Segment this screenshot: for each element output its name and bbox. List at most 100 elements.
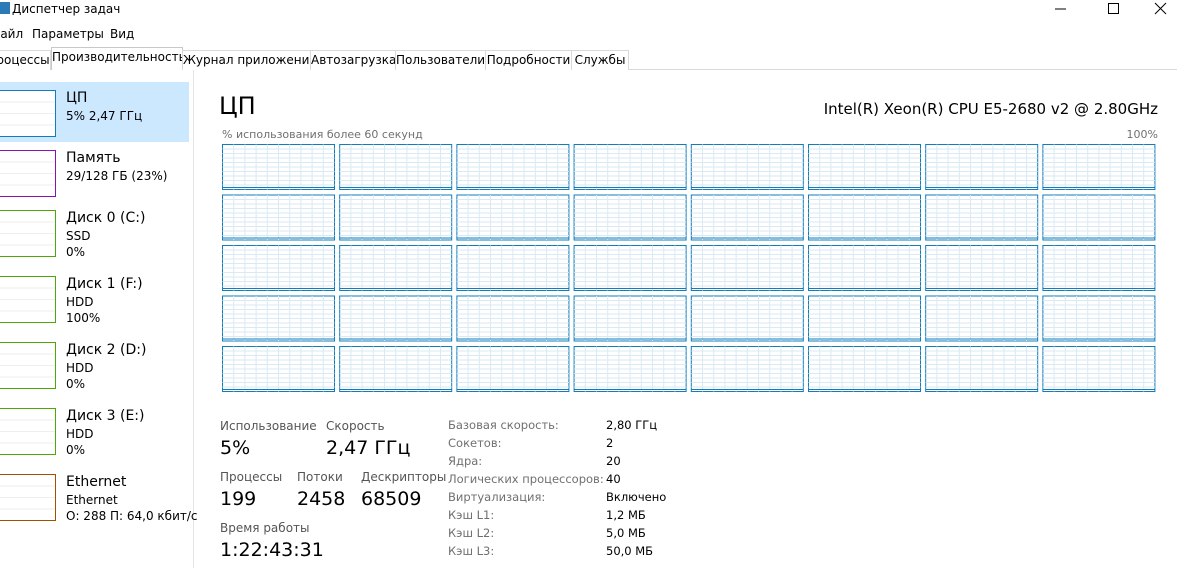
cpu-graph (456, 295, 570, 342)
detail-label: Кэш L3: (448, 544, 495, 558)
cpu-graph (925, 194, 1039, 241)
stat-value: 1:22:43:31 (220, 539, 324, 561)
sidebar-thumbnail (0, 276, 56, 323)
sidebar-name[interactable]: Диск 1 (F:) (66, 276, 143, 292)
cpu-graph (808, 346, 921, 392)
sidebar-line: 0% (66, 377, 86, 391)
cpu-graph (1042, 144, 1156, 190)
cpu-graph (456, 346, 570, 392)
sidebar-thumbnail (0, 342, 56, 389)
detail-value: 2 (606, 436, 614, 450)
cpu-graph (339, 295, 453, 342)
detail-label: Ядра: (448, 454, 483, 468)
stat-value: 2,47 ГГц (326, 437, 411, 459)
cpu-graph (808, 194, 921, 241)
cpu-graph (1042, 346, 1156, 392)
sidebar-name[interactable]: Диск 0 (C:) (66, 210, 146, 226)
sidebar-line: 100% (66, 311, 101, 325)
detail-label: Базовая скорость: (448, 418, 559, 432)
cpu-graph (573, 295, 687, 342)
graph-max: 100% (1126, 128, 1158, 141)
sidebar-name[interactable]: Ethernet (66, 474, 127, 490)
sidebar-thumbnail (0, 90, 56, 137)
cpu-graph (339, 245, 453, 291)
cpu-graph (456, 144, 570, 190)
stat-value: 2458 (297, 488, 346, 510)
cpu-graph (1042, 295, 1156, 342)
sidebar-name[interactable]: Память (66, 150, 121, 166)
sidebar-line: 0% (66, 443, 86, 457)
detail-label: Сокетов: (448, 436, 502, 450)
stat-value: 68509 (361, 488, 422, 510)
window-title: Диспетчер задач (12, 2, 121, 16)
cpu-graph (690, 295, 804, 342)
sidebar-line: 0% (66, 245, 86, 259)
sidebar-line: HDD (66, 295, 94, 309)
sidebar-line: 5% 2,47 ГГц (66, 109, 143, 123)
cpu-graph (690, 346, 804, 392)
app-icon (0, 2, 10, 14)
cpu-graph (573, 245, 687, 291)
sidebar-line: О: 288 П: 64,0 кбит/с (66, 509, 198, 523)
tab[interactable]: Журнал приложений (182, 50, 317, 70)
tab[interactable]: Автозагрузка (310, 50, 396, 70)
detail-value: Включено (606, 490, 667, 504)
stat-label: Потоки (297, 470, 343, 484)
cpu-graph (456, 194, 570, 241)
detail-value: 1,2 МБ (606, 508, 646, 522)
detail-value: 40 (606, 472, 621, 486)
cpu-graph (925, 144, 1039, 190)
stat-label: Процессы (220, 470, 283, 484)
menu-item[interactable]: Параметры (32, 27, 104, 41)
stat-label: Дескрипторы (361, 470, 447, 484)
sidebar-name[interactable]: Диск 3 (E:) (66, 408, 145, 424)
sidebar-thumbnail (0, 474, 56, 521)
sidebar-name[interactable]: ЦП (66, 90, 88, 106)
cpu-graph (690, 144, 804, 190)
cpu-graph (1042, 245, 1156, 291)
maximize-button[interactable] (1108, 3, 1119, 14)
cpu-name: Intel(R) Xeon(R) CPU E5-2680 v2 @ 2.80GH… (823, 100, 1158, 118)
close-button[interactable] (1154, 2, 1167, 15)
tab[interactable]: Производительность (51, 47, 186, 70)
cpu-graph (339, 194, 453, 241)
menu-item[interactable]: Вид (110, 27, 135, 41)
sidebar-line: Ethernet (66, 493, 118, 507)
tab[interactable]: Службы (571, 50, 629, 70)
sidebar-line: HDD (66, 361, 94, 375)
stat-label: Скорость (326, 419, 385, 433)
cpu-graph (456, 245, 570, 291)
cpu-graph (573, 194, 687, 241)
tab[interactable]: Подробности (485, 50, 572, 70)
stat-value: 5% (220, 437, 251, 459)
detail-label: Кэш L1: (448, 508, 495, 522)
sidebar-thumbnail (0, 408, 56, 455)
detail-value: 2,80 ГГц (606, 418, 658, 432)
cpu-graph (925, 295, 1039, 342)
menu-item[interactable]: Файл (0, 27, 24, 41)
cpu-graph (925, 245, 1039, 291)
detail-label: Логических процессоров: (448, 472, 604, 486)
detail-value: 5,0 МБ (606, 526, 646, 540)
sidebar-line: HDD (66, 427, 94, 441)
tab[interactable]: Процессы (0, 50, 51, 70)
cpu-graph (339, 346, 453, 392)
graph-caption: % использования более 60 секунд (222, 128, 423, 141)
cpu-graph (222, 245, 335, 291)
sidebar-name[interactable]: Диск 2 (D:) (66, 342, 147, 358)
detail-label: Кэш L2: (448, 526, 495, 540)
stat-label: Использование (220, 419, 317, 433)
stat-value: 199 (220, 488, 257, 510)
detail-value: 50,0 МБ (606, 544, 654, 558)
cpu-graph (222, 194, 335, 241)
cpu-graph (690, 194, 804, 241)
sidebar-thumbnail (0, 210, 56, 257)
cpu-graph (573, 346, 687, 392)
cpu-graph (808, 144, 921, 190)
tab[interactable]: Пользователи (395, 50, 486, 70)
cpu-graph (925, 346, 1039, 392)
cpu-graph (808, 295, 921, 342)
sidebar-thumbnail (0, 150, 56, 197)
